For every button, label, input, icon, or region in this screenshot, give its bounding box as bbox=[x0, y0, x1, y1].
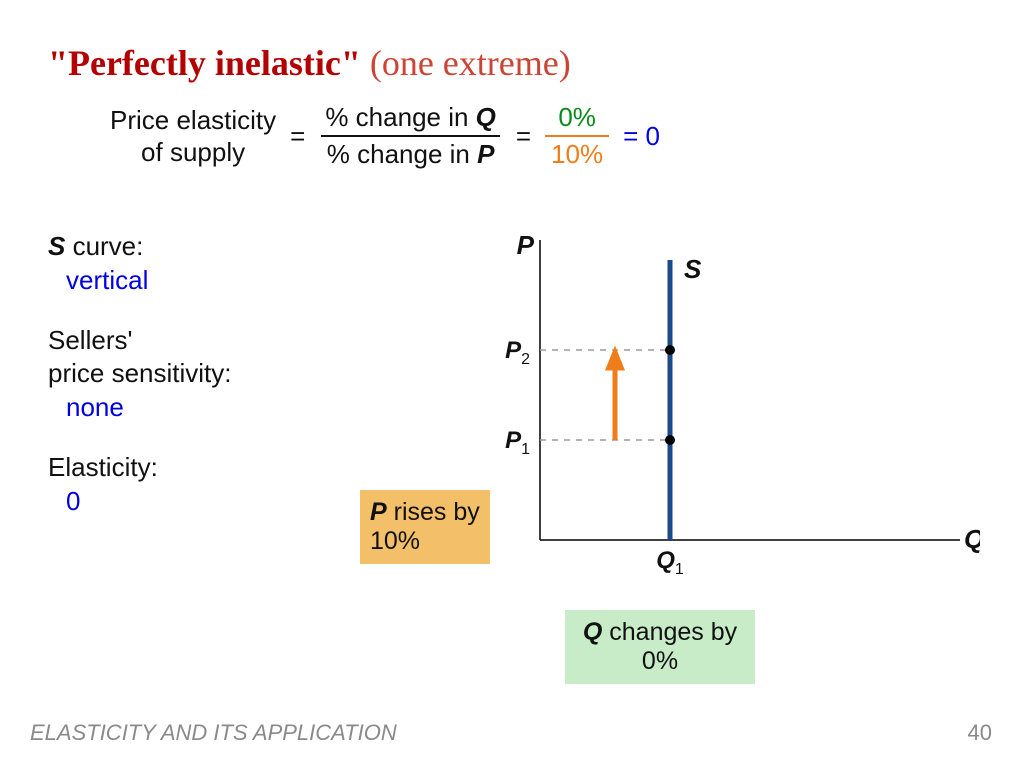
s-curve-answer: vertical bbox=[66, 264, 232, 298]
chart-svg: P Q S P1 P2 Q1 bbox=[500, 230, 980, 590]
sens-line2: price sensitivity: bbox=[48, 357, 232, 391]
frac2-den: 10% bbox=[545, 135, 609, 170]
notes-column: S curve: vertical Sellers' price sensiti… bbox=[48, 230, 232, 545]
fraction-2: 0% 10% bbox=[545, 102, 609, 170]
frac1-den-var: P bbox=[477, 139, 494, 169]
equals-2: = bbox=[516, 121, 531, 152]
svg-text:P1: P1 bbox=[505, 427, 530, 458]
slide-title: "Perfectly inelastic" (one extreme) bbox=[48, 42, 571, 84]
s-curve-label: curve: bbox=[65, 231, 143, 261]
frac1-den-pre: % change in bbox=[327, 139, 477, 169]
equals-1: = bbox=[290, 121, 305, 152]
callout-p-rises: P rises by 10% bbox=[360, 490, 490, 564]
callout-p-var: P bbox=[370, 498, 387, 526]
frac2-num: 0% bbox=[552, 102, 602, 135]
lhs-line1: Price elasticity bbox=[110, 104, 276, 137]
s-curve-var: S bbox=[48, 231, 65, 261]
callout-p-rest: rises by 10% bbox=[370, 498, 480, 555]
elast-answer: 0 bbox=[66, 485, 232, 519]
svg-text:P2: P2 bbox=[505, 337, 530, 368]
frac1-num-pre: % change in bbox=[325, 102, 475, 132]
sens-answer: none bbox=[66, 391, 232, 425]
lhs-line2: of supply bbox=[141, 136, 245, 169]
sens-line1: Sellers' bbox=[48, 324, 232, 358]
svg-text:Q1: Q1 bbox=[656, 547, 684, 578]
footer-page-number: 40 bbox=[968, 720, 992, 746]
callout-q-rest: changes by 0% bbox=[602, 618, 737, 675]
svg-text:S: S bbox=[684, 254, 702, 284]
title-quoted: "Perfectly inelastic" bbox=[48, 43, 361, 83]
formula-lhs: Price elasticity of supply bbox=[110, 104, 276, 169]
elasticity-formula: Price elasticity of supply = % change in… bbox=[110, 102, 660, 170]
title-rest: (one extreme) bbox=[361, 43, 571, 83]
result-equals: = 0 bbox=[623, 121, 660, 152]
supply-chart: P Q S P1 P2 Q1 bbox=[500, 230, 980, 590]
svg-text:Q: Q bbox=[964, 524, 980, 554]
callout-q-changes: Q changes by 0% bbox=[565, 610, 755, 684]
elast-label: Elasticity: bbox=[48, 451, 232, 485]
callout-q-var: Q bbox=[583, 618, 602, 646]
frac1-num-var: Q bbox=[476, 102, 496, 132]
footer-topic: ELASTICITY AND ITS APPLICATION bbox=[30, 720, 397, 746]
fraction-1: % change in Q % change in P bbox=[319, 102, 502, 170]
svg-text:P: P bbox=[517, 230, 535, 260]
